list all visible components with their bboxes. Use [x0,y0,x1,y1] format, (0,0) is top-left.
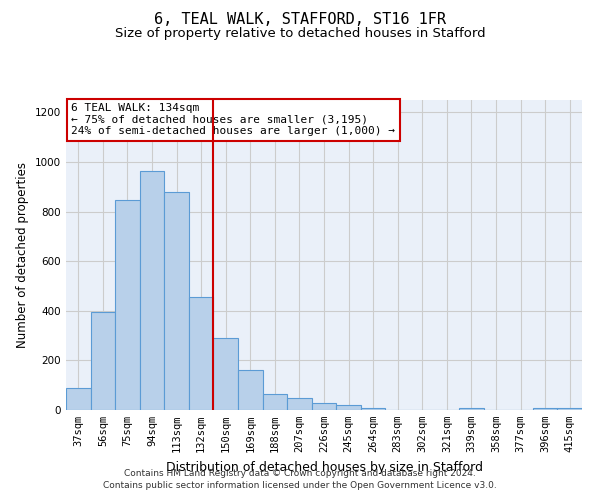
Bar [361,408,385,410]
Text: 6, TEAL WALK, STAFFORD, ST16 1FR: 6, TEAL WALK, STAFFORD, ST16 1FR [154,12,446,28]
Bar [263,394,287,410]
Bar [66,388,91,410]
X-axis label: Distribution of detached houses by size in Stafford: Distribution of detached houses by size … [166,460,482,473]
Bar [140,170,164,410]
Bar [312,403,336,410]
Text: Size of property relative to detached houses in Stafford: Size of property relative to detached ho… [115,28,485,40]
Bar [459,408,484,410]
Bar [336,405,361,410]
Bar [238,370,263,410]
Bar [214,338,238,410]
Bar [287,398,312,410]
Bar [115,200,140,410]
Bar [91,312,115,410]
Bar [164,192,189,410]
Bar [189,297,214,410]
Text: Contains HM Land Registry data © Crown copyright and database right 2024.
Contai: Contains HM Land Registry data © Crown c… [103,468,497,490]
Y-axis label: Number of detached properties: Number of detached properties [16,162,29,348]
Bar [533,408,557,410]
Bar [557,408,582,410]
Text: 6 TEAL WALK: 134sqm
← 75% of detached houses are smaller (3,195)
24% of semi-det: 6 TEAL WALK: 134sqm ← 75% of detached ho… [71,103,395,136]
